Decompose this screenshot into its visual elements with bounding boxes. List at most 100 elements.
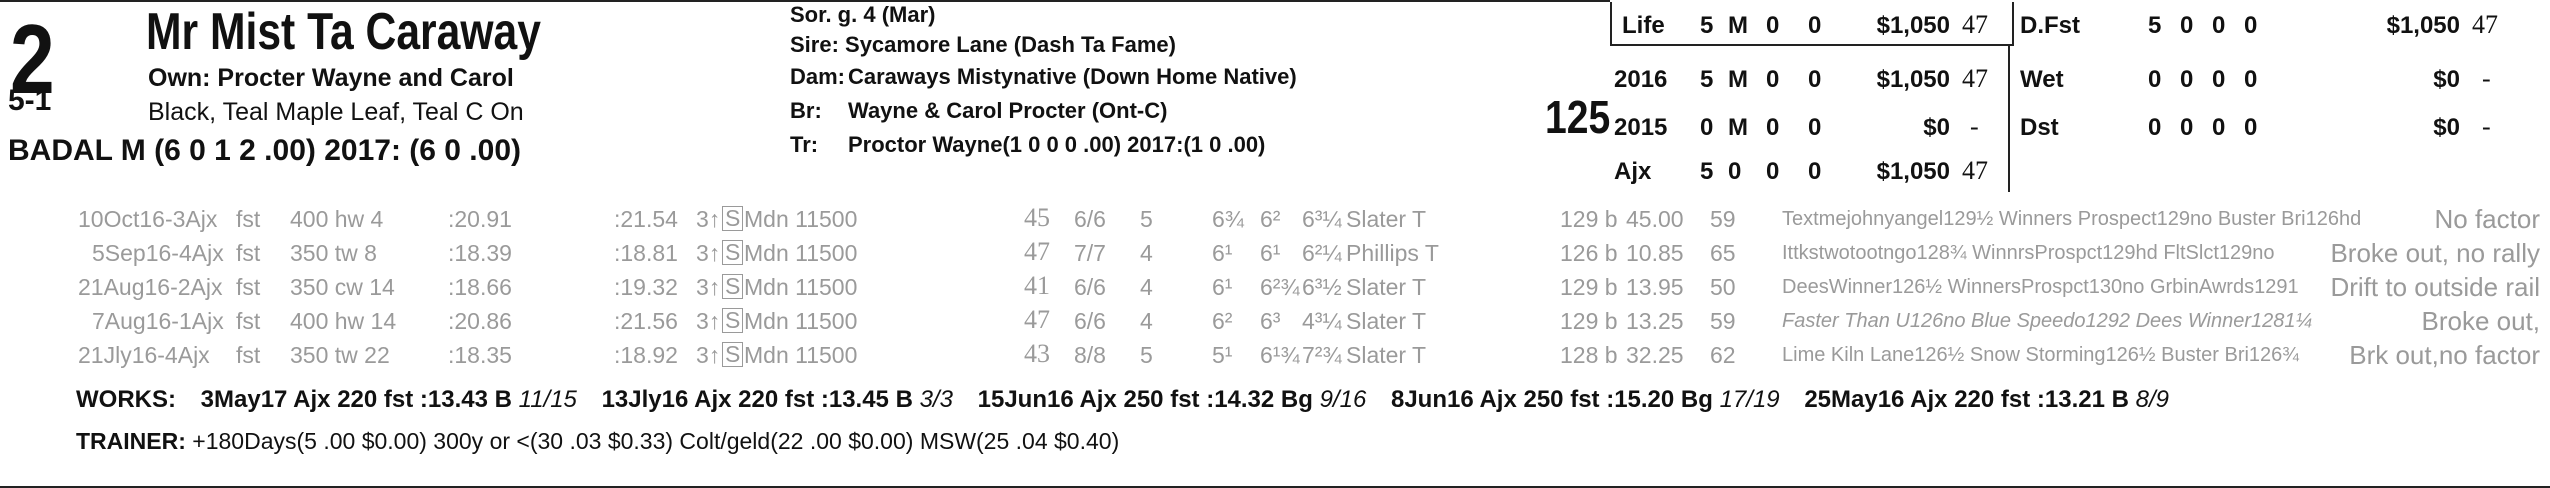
pp-frac2: :18.92 <box>614 342 678 368</box>
stat-label: 2016 <box>1614 66 1668 93</box>
trainer-line: TRAINER: +180Days(5 .00 $0.00) 300y or <… <box>76 428 1119 455</box>
workout: 3May17 Ajx 220 fst :13.43 B 11/15 <box>201 386 577 413</box>
stat-label: 2015 <box>1614 114 1668 141</box>
stat-label: Ajx <box>1614 158 1652 185</box>
stat-speed: 47 <box>1962 10 1988 39</box>
pp-frac1: :20.91 <box>448 206 512 232</box>
pp-call2: 6² <box>1260 206 1281 232</box>
pp-date: 21Aug16-2Ajx <box>78 274 223 300</box>
pp-sex-restriction: S <box>722 342 744 367</box>
pp-figure: 65 <box>1710 240 1736 266</box>
workout-detail: Ajx 220 fst :13.45 B <box>694 386 913 413</box>
pp-remark: Broke out, no rally <box>2330 238 2540 268</box>
pp-odds: 10.85 <box>1626 240 1684 266</box>
stat-speed: - <box>1970 112 1979 141</box>
works-label: WORKS: <box>76 386 176 413</box>
pp-odds: 13.95 <box>1626 274 1684 300</box>
stat-places: 0 <box>1766 114 1780 141</box>
pp-weight: 129 b <box>1560 206 1618 232</box>
pp-figure: 59 <box>1710 308 1736 334</box>
stat-earnings: $0 <box>2433 114 2460 141</box>
pp-speed: 47 <box>1024 305 1050 334</box>
pp-age: 3↑ <box>696 206 721 232</box>
pp-post: 6/6 <box>1074 274 1106 300</box>
stat-speed: - <box>2482 64 2491 93</box>
pp-weight: 129 b <box>1560 274 1618 300</box>
pp-race-type: Mdn 11500 <box>744 240 858 266</box>
bottom-rule <box>0 486 2550 488</box>
workout-rank: 3/3 <box>919 386 953 413</box>
stat-starts: 5 <box>1700 12 1714 39</box>
pp-speed: 45 <box>1024 203 1050 232</box>
pp-remark: Drift to outside rail <box>2330 272 2540 302</box>
pp-comment: Textmejohnyangel129½ Winners Prospect129… <box>1782 208 2362 230</box>
pp-comment: Lime Kiln Lane126½ Snow Storming126½ Bus… <box>1782 344 2299 366</box>
pp-odds: 45.00 <box>1626 206 1684 232</box>
pp-date: 10Oct16-3Ajx <box>78 206 218 232</box>
pp-call1: 6¾ <box>1212 206 1244 232</box>
workout-date: 8Jun16 <box>1390 386 1474 413</box>
stat-shows: 0 <box>1808 158 1822 185</box>
pp-condition: fst <box>236 308 261 334</box>
weight: 125 <box>1545 91 1611 143</box>
stat-shows: 0 <box>1808 114 1822 141</box>
pp-condition: fst <box>236 274 261 300</box>
stat-earnings: $1,050 <box>1876 12 1950 39</box>
pp-start: 5 <box>1140 206 1153 232</box>
breeding-sire: Sire: Sycamore Lane (Dash Ta Fame) <box>790 32 1176 57</box>
stat-starts: 0 <box>2148 66 2162 93</box>
stat-places: 0 <box>2212 12 2226 39</box>
pp-comment: Faster Than U126no Blue Speedo1292 Dees … <box>1782 310 2313 332</box>
pp-frac1: :18.66 <box>448 274 512 300</box>
trainer-stats-label: TRAINER: <box>76 428 186 454</box>
stat-starts: 5 <box>1700 66 1714 93</box>
pp-date: 7Aug16-1Ajx <box>92 308 224 334</box>
workout-detail: Ajx 250 fst :15.20 Bg <box>1479 386 1713 413</box>
pp-call1: 5¹ <box>1212 342 1233 368</box>
stat-places: 0 <box>2212 114 2226 141</box>
pp-post: 8/8 <box>1074 342 1106 368</box>
stat-wins: 0 <box>2180 12 2194 39</box>
breeding-desc: Sor. g. 4 (Mar) <box>790 2 936 27</box>
pp-call1: 6¹ <box>1212 240 1233 266</box>
pp-odds: 32.25 <box>1626 342 1684 368</box>
pp-post: 6/6 <box>1074 206 1106 232</box>
pp-figure: 62 <box>1710 342 1736 368</box>
stat-shows: 0 <box>1808 12 1822 39</box>
pp-sex-restriction: S <box>722 240 744 265</box>
pp-distance: 350 cw 14 <box>290 274 395 300</box>
stat-places: 0 <box>1766 66 1780 93</box>
stat-wins: 0 <box>2180 66 2194 93</box>
stat-earnings: $1,050 <box>2386 12 2460 39</box>
pp-remark: Brk out,no factor <box>2349 340 2540 370</box>
breeder-label: Br: <box>790 98 822 123</box>
breeder-value: Wayne & Carol Procter (Ont-C) <box>848 98 1168 123</box>
workout-date: 15Jun16 <box>977 386 1074 413</box>
pp-age: 3↑ <box>696 342 721 368</box>
workout-date: 3May17 <box>200 386 288 413</box>
workout-detail: Ajx 250 fst :14.32 Bg <box>1079 386 1313 413</box>
pp-speed: 43 <box>1024 339 1050 368</box>
pp-jockey: Slater T <box>1346 342 1427 368</box>
pp-finish: 4³¼ <box>1302 308 1342 334</box>
pp-jockey: Slater T <box>1346 308 1427 334</box>
trainer-stats-text: +180Days(5 .00 $0.00) 300y or <(30 .03 $… <box>192 428 1120 454</box>
pp-call2: 6³ <box>1260 308 1281 334</box>
dam-label: Dam: <box>790 64 846 89</box>
workout: 13Jly16 Ajx 220 fst :13.45 B 3/3 <box>602 386 953 413</box>
stat-wins: 0 <box>1728 158 1742 185</box>
stat-speed: - <box>2482 112 2491 141</box>
stat-wins: M <box>1728 114 1748 141</box>
stat-starts: 5 <box>1700 158 1714 185</box>
workout-date: 25May16 <box>1804 386 1905 413</box>
workout-rank: 17/19 <box>1719 386 1780 413</box>
pp-remark: No factor <box>2434 204 2541 234</box>
pp-finish: 7²¾ <box>1302 342 1342 368</box>
pp-jockey: Slater T <box>1346 274 1427 300</box>
pp-condition: fst <box>236 206 261 232</box>
stat-label: Wet <box>2020 66 2064 93</box>
pp-remark: Broke out, <box>2421 306 2540 336</box>
pp-frac2: :21.56 <box>614 308 678 334</box>
workout-detail: Ajx 220 fst :13.43 B <box>293 386 512 413</box>
pp-figure: 59 <box>1710 206 1736 232</box>
